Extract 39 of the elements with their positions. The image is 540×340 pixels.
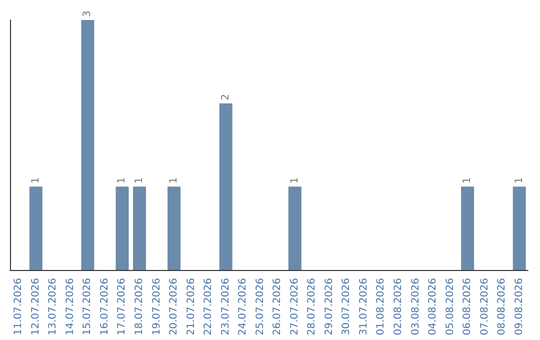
x-tick-label: 24.07.2026 bbox=[238, 278, 249, 336]
x-tick-label: 28.07.2026 bbox=[306, 278, 318, 336]
x-tick-label: 25.07.2026 bbox=[254, 278, 266, 336]
x-tick-label: 27.07.2026 bbox=[289, 278, 300, 336]
x-tick-label: 03.08.2026 bbox=[410, 278, 422, 336]
data-label: 2 bbox=[220, 94, 232, 100]
x-tick-label: 29.07.2026 bbox=[324, 278, 335, 336]
x-tick-label: 13.07.2026 bbox=[48, 278, 59, 336]
x-tick-label: 08.08.2026 bbox=[496, 278, 508, 336]
x-tick-label: 17.07.2026 bbox=[116, 278, 128, 336]
x-tick-label: 15.07.2026 bbox=[82, 278, 94, 336]
data-label: 1 bbox=[514, 177, 525, 184]
x-tick-label: 26.07.2026 bbox=[272, 278, 284, 336]
x-tick-label: 30.07.2026 bbox=[341, 278, 352, 336]
x-tick-label: 01.08.2026 bbox=[376, 278, 387, 336]
data-label: 1 bbox=[289, 177, 300, 184]
data-label: 1 bbox=[116, 177, 128, 184]
x-tick-label: 22.07.2026 bbox=[203, 278, 214, 336]
data-label: 1 bbox=[30, 177, 42, 184]
x-tick-label: 05.08.2026 bbox=[444, 278, 456, 336]
x-tick-label: 12.07.2026 bbox=[30, 278, 42, 336]
x-tick-label: 02.08.2026 bbox=[393, 278, 404, 336]
x-tick-label: 04.08.2026 bbox=[428, 278, 439, 336]
x-tick-label: 18.07.2026 bbox=[134, 278, 145, 336]
x-tick-label: 06.08.2026 bbox=[462, 278, 474, 336]
x-tick-label: 19.07.2026 bbox=[151, 278, 162, 336]
x-tick-label: 23.07.2026 bbox=[220, 278, 232, 336]
x-tick-label: 16.07.2026 bbox=[99, 278, 110, 336]
x-tick-label: 20.07.2026 bbox=[168, 278, 180, 336]
data-label: 1 bbox=[168, 177, 180, 184]
x-tick-label: 11.07.2026 bbox=[13, 278, 24, 336]
x-tick-label: 21.07.2026 bbox=[186, 278, 197, 336]
x-tick-label: 07.08.2026 bbox=[479, 278, 490, 336]
x-tick-label: 31.07.2026 bbox=[358, 278, 370, 336]
x-tick-label: 14.07.2026 bbox=[64, 278, 76, 336]
data-label: 1 bbox=[134, 177, 145, 184]
data-label: 1 bbox=[462, 177, 474, 184]
x-tick-label: 09.08.2026 bbox=[514, 278, 525, 336]
data-label: 3 bbox=[82, 10, 94, 17]
